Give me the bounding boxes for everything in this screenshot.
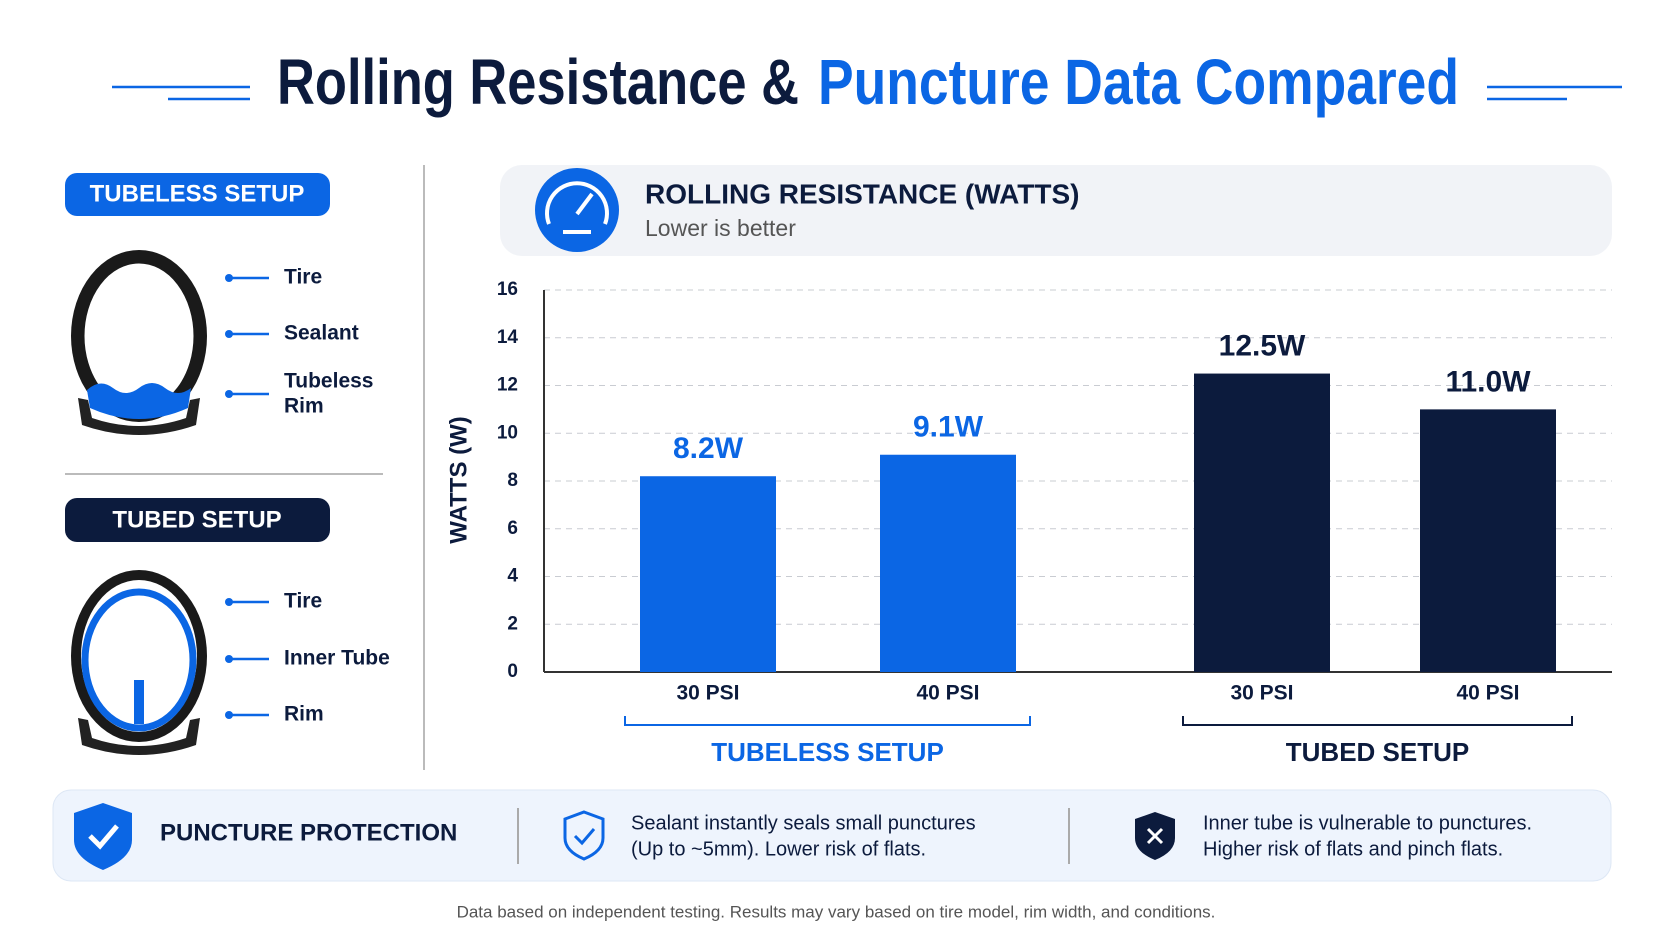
y-tick-label: 0 [507, 661, 518, 682]
chart-title: ROLLING RESISTANCE (WATTS) [645, 178, 1080, 209]
part-label: Inner Tube [284, 647, 390, 670]
bar [1194, 373, 1330, 672]
part-label: Rim [284, 703, 324, 726]
connector-dot [225, 274, 233, 282]
badge [65, 498, 330, 542]
footer-text: (Up to ~5mm). Lower risk of flats. [631, 838, 926, 860]
chart-subtitle: Lower is better [645, 215, 796, 241]
shield-icon [74, 803, 132, 870]
y-tick-label: 8 [507, 470, 518, 491]
value-label: 11.0W [1445, 365, 1531, 398]
badge-label: TUBELESS SETUP [90, 180, 305, 207]
badge [65, 173, 330, 216]
x-tick-label: 30 PSI [1230, 682, 1293, 705]
y-tick-label: 10 [497, 422, 518, 443]
group-label: TUBED SETUP [1286, 737, 1469, 767]
y-tick-label: 4 [507, 566, 518, 587]
y-tick-label: 6 [507, 518, 518, 539]
part-label: Tubeless [284, 370, 373, 393]
group-label: TUBELESS SETUP [711, 737, 944, 767]
bar [880, 454, 1016, 672]
part-label: Sealant [284, 322, 359, 345]
value-label: 12.5W [1219, 329, 1306, 362]
badge-label: TUBED SETUP [112, 506, 281, 533]
check-icon [563, 810, 605, 861]
connector-dot [225, 330, 233, 338]
x-icon [1135, 812, 1175, 860]
y-axis-label: WATTS (W) [445, 416, 472, 544]
x-tick-label: 30 PSI [676, 682, 739, 705]
y-tick-label: 16 [497, 279, 518, 300]
bar [1420, 409, 1556, 672]
part-label: Tire [284, 590, 322, 613]
footer-text: Inner tube is vulnerable to punctures. [1203, 812, 1532, 834]
part-label: Tire [284, 266, 322, 289]
footer-text: Higher risk of flats and pinch flats. [1203, 838, 1503, 860]
connector-dot [225, 711, 233, 719]
y-tick-label: 14 [497, 327, 519, 348]
y-tick-label: 12 [497, 375, 518, 396]
footer-text: Sealant instantly seals small punctures [631, 812, 976, 834]
tubeless-diagram [71, 250, 207, 435]
connector-dot [225, 390, 233, 398]
y-tick-label: 2 [507, 613, 518, 634]
tubed-diagram [71, 570, 207, 755]
x-tick-label: 40 PSI [916, 682, 979, 705]
footer-title: PUNCTURE PROTECTION [160, 819, 457, 846]
gauge-icon [535, 168, 619, 252]
title: Rolling Resistance & [277, 46, 799, 118]
connector-dot [225, 598, 233, 606]
x-tick-label: 40 PSI [1456, 682, 1519, 705]
chart-header [500, 165, 1612, 256]
value-label: 8.2W [673, 432, 744, 465]
footer-box [52, 789, 1612, 882]
title-decoration [112, 85, 1622, 101]
part-label: Rim [284, 395, 324, 418]
group-bracket [1182, 716, 1573, 726]
connector-dot [225, 655, 233, 663]
bar [640, 476, 776, 672]
value-label: 9.1W [913, 411, 984, 444]
title: Puncture Data Compared [818, 46, 1459, 118]
footnote: Data based on independent testing. Resul… [457, 902, 1216, 921]
group-bracket [624, 716, 1031, 726]
